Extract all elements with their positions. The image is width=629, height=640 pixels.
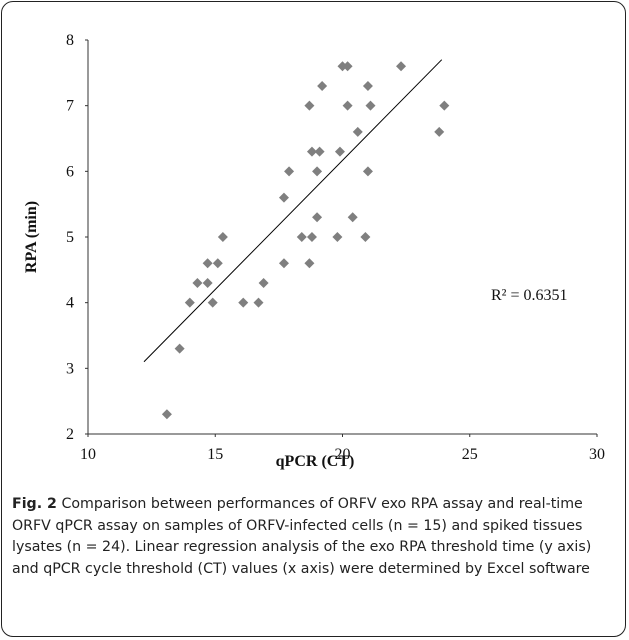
trendline: [143, 59, 443, 363]
point: [212, 258, 223, 269]
point: [362, 80, 373, 91]
point: [334, 146, 345, 157]
caption-label: Fig. 2: [12, 496, 57, 512]
point: [238, 297, 249, 308]
y-tick-label: 2: [66, 426, 74, 443]
point: [207, 297, 218, 308]
x-tick-label: 25: [462, 446, 478, 463]
point: [312, 212, 323, 223]
point: [278, 258, 289, 269]
y-tick-label: 3: [66, 360, 74, 377]
point: [342, 100, 353, 111]
point: [304, 258, 315, 269]
y-tick-label: 8: [66, 32, 74, 49]
caption: Fig. 2 Comparison between performances o…: [12, 494, 616, 580]
y-tick-label: 7: [66, 98, 74, 115]
point: [352, 126, 363, 137]
x-tick-label: 30: [589, 446, 605, 463]
point: [337, 61, 348, 72]
point: [317, 80, 328, 91]
point: [306, 146, 317, 157]
x-axis-label: qPCR (CT): [276, 453, 355, 470]
point: [342, 61, 353, 72]
point: [365, 100, 376, 111]
point: [312, 166, 323, 177]
y-tick-label: 5: [66, 229, 74, 246]
point: [217, 232, 228, 242]
annotation: R² = 0.6351: [491, 287, 568, 304]
point: [202, 277, 213, 288]
point: [284, 166, 295, 177]
point: [434, 126, 445, 137]
x-tick-label: 10: [80, 446, 96, 463]
x-tick-label: 15: [207, 446, 223, 463]
y-tick-label: 6: [66, 163, 74, 180]
point: [174, 343, 185, 354]
point: [304, 100, 315, 111]
point: [347, 212, 358, 223]
caption-text: Comparison between performances of ORFV …: [12, 496, 592, 577]
point: [184, 297, 195, 308]
point: [396, 61, 407, 72]
point: [202, 258, 213, 269]
point: [192, 277, 203, 288]
y-tick-label: 4: [66, 295, 74, 312]
point: [253, 297, 264, 308]
x-tick-label: 20: [335, 446, 351, 463]
point: [439, 100, 450, 111]
point: [314, 146, 325, 157]
point: [332, 232, 343, 242]
point: [258, 277, 269, 288]
point: [278, 192, 289, 203]
point: [362, 166, 373, 177]
point: [161, 409, 172, 420]
chart: qPCR (CT) RPA (min) R² = 0.6351 2 3 4 5 6 7 8 1…: [23, 32, 605, 470]
point: [306, 232, 317, 242]
point: [360, 232, 371, 242]
point: [296, 232, 307, 242]
y-axis-label: RPA (min): [23, 201, 40, 273]
